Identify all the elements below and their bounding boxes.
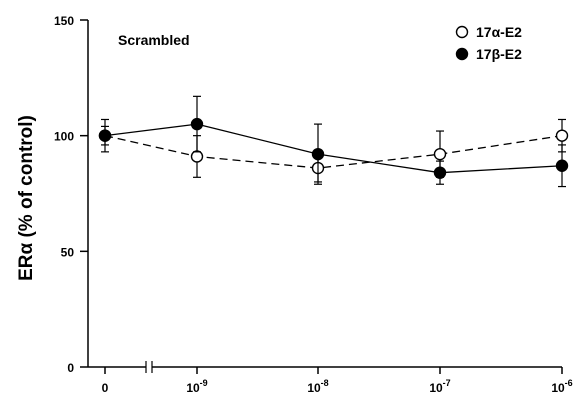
x-tick-label: 10-7 xyxy=(429,378,450,395)
x-tick-label: 0 xyxy=(102,381,109,395)
legend: 17α-E2 17β-E2 xyxy=(455,24,522,62)
data-point xyxy=(433,147,447,161)
legend-entry: 17α-E2 xyxy=(476,24,522,40)
data-point xyxy=(311,147,325,161)
data-point xyxy=(555,129,569,142)
y-tick-label: 150 xyxy=(54,14,74,28)
series-1 xyxy=(98,118,569,183)
y-tick-label: 100 xyxy=(54,130,74,144)
data-point xyxy=(190,150,204,163)
y-tick-label: 50 xyxy=(61,245,75,259)
data-point xyxy=(555,159,569,172)
data-point xyxy=(98,129,112,142)
legend-marker xyxy=(455,47,469,61)
series-layer xyxy=(98,95,569,188)
series-line xyxy=(104,123,563,174)
data-point xyxy=(433,166,447,179)
axes: 0 50 100 150 0 10-9 10-8 10-7 10-6 xyxy=(54,14,573,395)
x-tick-label: 10-9 xyxy=(186,378,207,395)
y-tick-label: 0 xyxy=(67,361,74,375)
chart-annotation: Scrambled xyxy=(118,32,190,48)
legend-marker xyxy=(455,25,469,39)
y-axis-label: ERα (% of control) xyxy=(16,115,37,281)
data-point xyxy=(190,117,204,131)
series-line xyxy=(104,135,563,169)
series-2 xyxy=(98,95,569,188)
x-tick-label: 10-8 xyxy=(307,378,328,395)
legend-entry: 17β-E2 xyxy=(476,46,522,62)
x-tick-label: 10-6 xyxy=(551,378,572,395)
